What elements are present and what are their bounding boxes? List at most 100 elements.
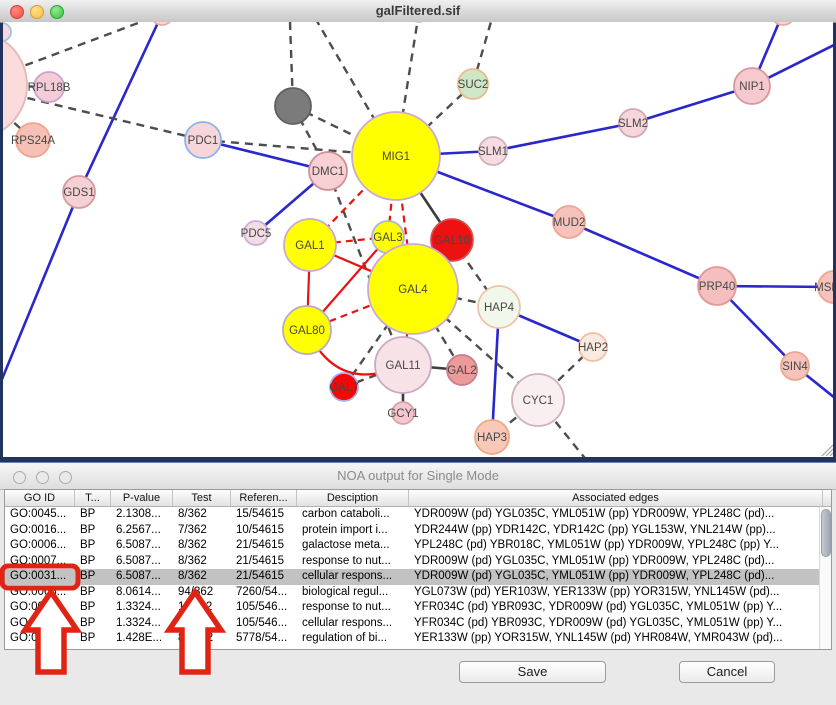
graph-edge-blue (492, 121, 634, 153)
graph-node-GAL1[interactable] (283, 218, 337, 272)
noa-results-table: GO ID T... P-value Test Referen... Desciption… (4, 489, 832, 650)
window-resize-grip[interactable] (821, 444, 833, 457)
graph-node-label: GAL11 (386, 360, 421, 372)
table-row[interactable]: GO:0006... BP 6.5087... 8/362 21/54615 galact… (5, 538, 831, 554)
graph-node-GAL2[interactable] (446, 354, 478, 386)
graph-node-MUD2[interactable] (552, 205, 586, 239)
zoom-button-inactive[interactable] (59, 471, 72, 484)
graph-node-SIN4[interactable] (780, 351, 810, 381)
table-cell: 6.5087... (116, 539, 161, 551)
column-header-associated-edges[interactable]: Associated edges (409, 490, 823, 506)
column-header-desciption[interactable]: Desciption (297, 490, 409, 506)
column-header-test[interactable]: Test (173, 490, 231, 506)
graph-node-label: RPS24A (11, 135, 55, 147)
table-cell: BP (80, 632, 96, 644)
graph-node-HAP3[interactable] (474, 419, 510, 455)
table-cell: 11/362 (178, 616, 213, 629)
zoom-button[interactable] (50, 5, 64, 19)
graph-node-tinytopleft[interactable] (3, 22, 12, 42)
table-cell: 8/362 (178, 508, 207, 520)
graph-node-GDS1[interactable] (62, 175, 96, 209)
table-cell: 8/362 (178, 554, 207, 567)
noa-window-titlebar[interactable]: NOA output for Single Mode (0, 463, 836, 490)
table-cell: cellular respons... (302, 570, 393, 582)
column-header-referen-[interactable]: Referen... (231, 490, 297, 506)
graph-node-topcut1[interactable] (151, 22, 173, 26)
graph-node-HAP4[interactable] (477, 285, 521, 329)
graph-node-RPL18B[interactable] (33, 71, 65, 103)
graph-node-MIG1[interactable] (351, 111, 441, 201)
graph-node-label: HAP2 (578, 342, 608, 354)
graph-node-label: GDS1 (63, 187, 94, 199)
graph-node-topcut3[interactable] (771, 22, 795, 26)
table-row[interactable]: GO:0007... BP 6.5087... 8/362 21/54615 respon… (5, 553, 831, 569)
graph-node-GAL80[interactable] (282, 305, 332, 355)
graph-node-GCY1[interactable] (391, 401, 415, 425)
graph-node-GAL7[interactable] (329, 372, 359, 402)
table-row[interactable]: GO:0031... BP 1.3324... 11/362 105/546... cel… (5, 615, 831, 631)
graph-node-label: NIP1 (739, 81, 765, 93)
graph-node-PRP40[interactable] (697, 266, 737, 306)
graph-node-RPS24A[interactable] (15, 122, 51, 158)
graph-node-label: PRP40 (699, 281, 735, 293)
graph-node-label: GCY1 (387, 408, 418, 420)
graph-node-PDC1[interactable] (184, 121, 222, 159)
graph-node-PDC5[interactable] (243, 220, 269, 246)
noa-window-title: NOA output for Single Mode (337, 468, 499, 483)
graph-node-SLM1[interactable] (478, 136, 508, 166)
graph-node-SLM2[interactable] (618, 108, 648, 138)
column-header-go-id[interactable]: GO ID (5, 490, 75, 506)
graph-node-NIP1[interactable] (733, 67, 771, 105)
graph-edge-blue (77, 22, 160, 193)
nodes-layer: RPL18B RPS24A GDS1 PDC1 DMC1 MIG1 SUC2 SLM1 SLM2… (3, 22, 833, 455)
close-button[interactable] (10, 5, 24, 19)
graph-window: galFiltered.sif RPL18B RPS24A GDS1 PDC1 DMC1… (0, 0, 836, 462)
table-row[interactable]: GO:0050... BP 1.428E... 80/362 5778/54... reg… (5, 631, 831, 647)
table-cell: YPL248C (pd) YBR018C, YML051W (pp) YDR00… (414, 539, 780, 551)
graph-edge-dash (3, 90, 204, 142)
table-row[interactable]: GO:0045... BP 2.1308... 8/362 15/54615 carbon… (5, 507, 831, 523)
graph-node-label: SLM2 (618, 118, 648, 130)
graph-node-GAL11[interactable] (374, 336, 432, 394)
graph-window-titlebar[interactable]: galFiltered.sif (0, 0, 836, 23)
table-cell: response to nut... (302, 554, 391, 567)
graph-node-bigleft[interactable] (3, 31, 28, 139)
table-cell: YDR009W (pd) YGL035C, YML051W (pp) YDR00… (414, 570, 775, 582)
graph-node-HAP2[interactable] (578, 332, 608, 362)
graph-node-label: GAL7 (329, 382, 358, 394)
table-cell: 105/546... (236, 616, 288, 629)
table-cell: 7260/54... (236, 585, 288, 598)
graph-node-SUC2[interactable] (457, 68, 489, 100)
network-canvas[interactable]: RPL18B RPS24A GDS1 PDC1 DMC1 MIG1 SUC2 SLM1 SLM2… (3, 22, 833, 457)
graph-node-GAL10[interactable] (430, 218, 474, 262)
graph-node-label: PDC1 (188, 135, 219, 147)
graph-node-CYC1[interactable] (511, 373, 565, 427)
vertical-scrollbar[interactable] (819, 507, 831, 649)
graph-node-graynode[interactable] (274, 87, 312, 125)
graph-node-DMC1[interactable] (308, 151, 348, 191)
graph-node-label: HAP4 (484, 302, 515, 314)
table-cell: YDR009W (pd) YGL035C, YML051W (pp) YDR00… (414, 508, 775, 520)
save-button[interactable]: Save (459, 661, 606, 683)
noa-window: NOA output for Single Mode GO ID T... P-va… (0, 462, 836, 705)
graph-node-GAL4[interactable] (367, 243, 459, 335)
minimize-button-inactive[interactable] (36, 471, 49, 484)
table-row[interactable]: GO:0031... BP 1.3324... 11/362 105/546... res… (5, 600, 831, 616)
table-cell: GO:0031... (10, 616, 67, 629)
cancel-button[interactable]: Cancel (679, 661, 775, 683)
table-cell: BP (80, 523, 96, 536)
table-row[interactable]: GO:0065... BP 8.0614... 94/362 7260/54... bio… (5, 584, 831, 600)
table-cell: GO:0045... (10, 508, 67, 520)
table-cell: BP (80, 539, 96, 551)
column-header-p-value[interactable]: P-value (111, 490, 173, 506)
table-row[interactable]: GO:0016... BP 6.2567... 7/362 10/54615 protei… (5, 522, 831, 538)
scrollbar-thumb[interactable] (821, 509, 831, 557)
table-row[interactable]: GO:0031... BP 6.5087... 8/362 21/54615 cellul… (5, 569, 831, 585)
minimize-button[interactable] (30, 5, 44, 19)
column-header-t-[interactable]: T... (75, 490, 111, 506)
graph-node-label: GAL3 (373, 232, 402, 244)
graph-node-label: MUD2 (553, 217, 586, 229)
table-cell: 105/546... (236, 601, 288, 613)
graph-node-MSL[interactable] (817, 270, 833, 304)
close-button-inactive[interactable] (13, 471, 26, 484)
